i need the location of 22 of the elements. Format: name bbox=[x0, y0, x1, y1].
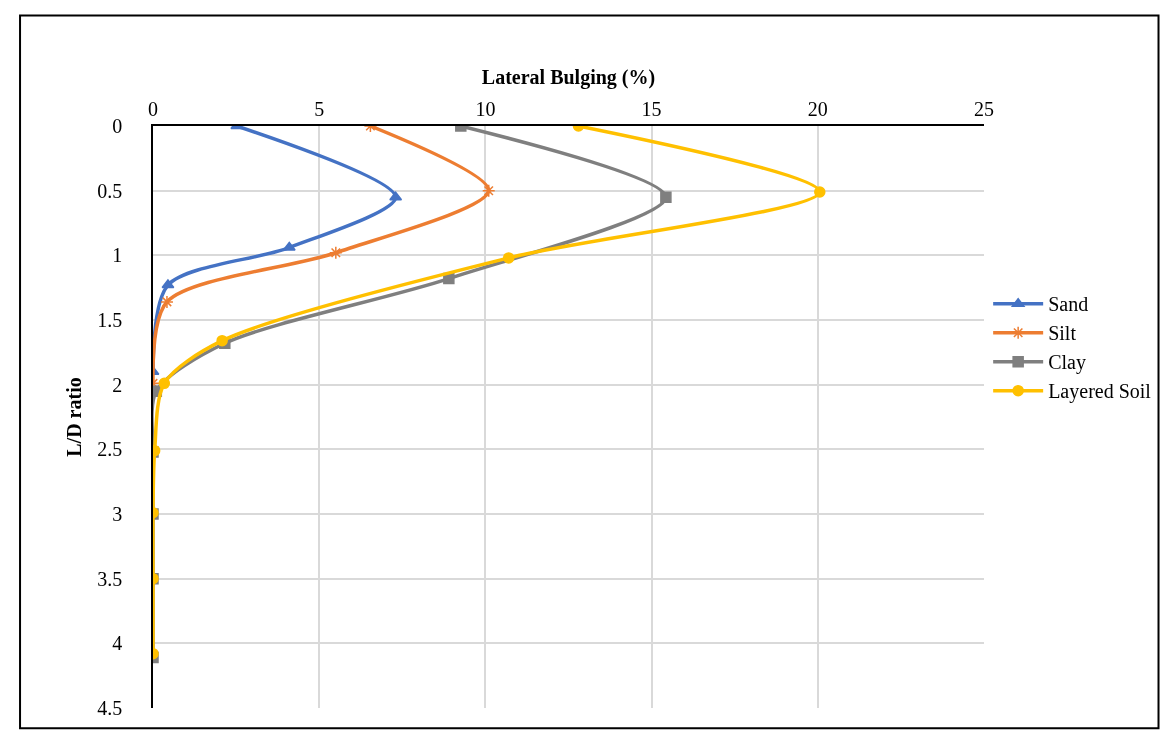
y-tick-label: 2 bbox=[112, 373, 123, 396]
legend-label: Clay bbox=[1048, 351, 1086, 375]
y-axis-title: L/D ratio bbox=[63, 377, 86, 457]
legend-label: Sand bbox=[1048, 293, 1089, 316]
x-tick-label: 10 bbox=[475, 98, 496, 121]
x-tick-label: 0 bbox=[148, 98, 158, 121]
y-tick-label: 1 bbox=[112, 244, 123, 267]
y-tick-label: 2.5 bbox=[97, 438, 123, 461]
y-tick-label: 3.5 bbox=[97, 567, 123, 590]
y-tick-label: 4 bbox=[112, 632, 123, 655]
y-tick-label: 4.5 bbox=[97, 697, 123, 719]
x-tick-label: 25 bbox=[974, 98, 994, 121]
legend-label: Layered Soil bbox=[1048, 380, 1152, 404]
y-tick-label: 0.5 bbox=[97, 179, 123, 202]
x-tick-label: 15 bbox=[641, 98, 662, 121]
x-tick-label: 5 bbox=[314, 98, 325, 121]
y-tick-label: 1.5 bbox=[97, 309, 123, 331]
x-axis-title: Lateral Bulging (%) bbox=[481, 66, 656, 90]
x-tick-label: 20 bbox=[807, 98, 828, 121]
y-tick-label: 3 bbox=[112, 503, 123, 525]
y-tick-label: 0 bbox=[112, 115, 123, 137]
legend-label: Silt bbox=[1048, 322, 1077, 345]
